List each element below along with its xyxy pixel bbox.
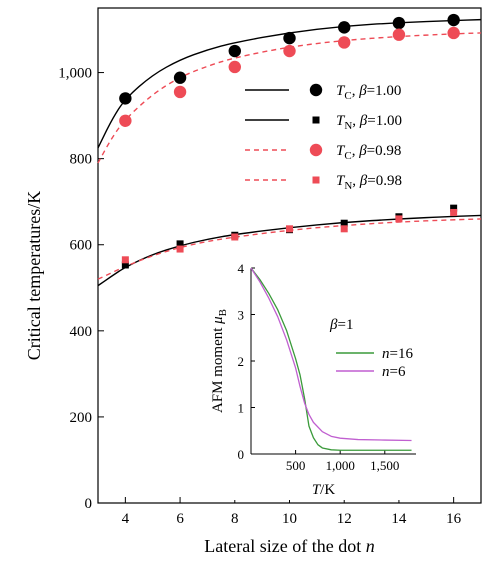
- inset-x-tick-label: 500: [286, 458, 306, 473]
- x-axis-title: Lateral size of the dot n: [204, 536, 374, 556]
- data-point-circle: [173, 71, 187, 84]
- main-fit-curves: [97, 18, 482, 287]
- inset-annotation: β=1: [329, 317, 353, 333]
- legend-label: TN, β=1.00: [336, 113, 402, 132]
- inset-legend-label: n=6: [382, 364, 406, 380]
- data-point-square: [121, 256, 129, 264]
- legend-label: TN, β=0.98: [336, 173, 402, 192]
- legend-marker-square: [312, 176, 320, 184]
- inset-x-axis-title: T/K: [312, 482, 336, 498]
- x-tick-label: 8: [231, 511, 239, 527]
- fit-curve-1: [97, 18, 482, 149]
- data-point-circle: [392, 28, 406, 41]
- data-point-circle: [283, 31, 296, 45]
- data-point-circle: [173, 85, 187, 99]
- data-point-circle: [228, 60, 241, 74]
- legend-entry: TN, β=1.00: [245, 113, 402, 132]
- y-tick-label: 0: [85, 496, 93, 512]
- legend-entry: TN, β=0.98: [245, 173, 402, 192]
- fit-curve-3: [97, 32, 482, 164]
- data-point-square: [395, 215, 403, 223]
- inset-legend-entry: n=16: [336, 346, 413, 362]
- legend-entry: TC, β=1.00: [245, 83, 401, 102]
- data-point-circle: [447, 26, 460, 40]
- inset-series-lines: [250, 267, 412, 451]
- y-tick-label: 600: [70, 238, 93, 254]
- inset-y-axis-title: AFM moment μB: [210, 309, 229, 413]
- inset-y-tick-label: 1: [238, 401, 245, 416]
- inset-chart: 500 1,000 1,500 0 1 2 3 4 β=1 n=16 n=6 T/K AFM mo…: [205, 260, 430, 500]
- data-point-circle: [119, 114, 132, 127]
- x-tick-label: 12: [337, 511, 352, 527]
- data-point-square: [121, 261, 129, 269]
- legend-marker-circle: [309, 83, 323, 97]
- legend-marker-square: [312, 116, 320, 124]
- inset-series-line-n16: [250, 267, 412, 451]
- x-tick-label: 6: [176, 511, 184, 527]
- y-tick-label: 1,000: [58, 66, 92, 82]
- y-tick-label: 200: [70, 410, 93, 426]
- inset-axes: 500 1,000 1,500 0 1 2 3 4: [238, 261, 416, 473]
- inset-x-tick-label: 1,500: [370, 458, 399, 473]
- inset-legend-entry: n=6: [336, 364, 406, 380]
- x-tick-label: 14: [391, 511, 407, 527]
- data-point-square: [450, 208, 458, 216]
- inset-y-tick-label: 4: [238, 261, 245, 276]
- inset-legend: β=1 n=16 n=6: [329, 317, 413, 380]
- data-point-square: [176, 245, 184, 253]
- legend: TC, β=1.00 TN, β=1.00 TC, β=0.98 TN, β=0.98: [245, 83, 402, 192]
- inset-background: [205, 260, 430, 500]
- inset-series-line-n6: [250, 267, 412, 442]
- fit-curve-2: [97, 214, 482, 287]
- inset-x-tick-label: 1,000: [326, 458, 355, 473]
- x-tick-label: 16: [446, 511, 462, 527]
- main-data-points: [119, 13, 460, 269]
- y-tick-label: 800: [70, 152, 93, 168]
- data-point-square: [340, 225, 348, 233]
- data-point-circle: [119, 92, 132, 105]
- data-point-square: [286, 225, 293, 233]
- legend-entry: TC, β=0.98: [245, 143, 401, 162]
- data-point-square: [231, 233, 239, 241]
- legend-label: TC, β=1.00: [336, 83, 401, 102]
- data-point-circle: [392, 16, 406, 30]
- data-point-square: [450, 204, 458, 212]
- data-point-square: [176, 240, 184, 248]
- data-point-circle: [338, 36, 351, 49]
- data-point-square: [340, 219, 348, 227]
- x-tick-label: 10: [282, 511, 297, 527]
- inset-legend-label: n=16: [382, 346, 413, 362]
- inset-y-tick-label: 0: [238, 447, 245, 462]
- inset-y-tick-label: 2: [238, 354, 245, 369]
- data-point-circle: [283, 44, 296, 58]
- legend-label: TC, β=0.98: [336, 143, 401, 162]
- legend-marker-circle: [309, 143, 323, 157]
- y-tick-label: 400: [70, 324, 93, 340]
- inset-y-tick-label: 3: [238, 308, 245, 323]
- data-point-circle: [228, 44, 241, 58]
- data-point-circle: [338, 21, 351, 34]
- x-tick-label: 4: [122, 511, 130, 527]
- y-axis-title: Critical temperatures/K: [24, 191, 44, 360]
- data-point-circle: [447, 13, 460, 27]
- fit-curve-4: [97, 218, 482, 280]
